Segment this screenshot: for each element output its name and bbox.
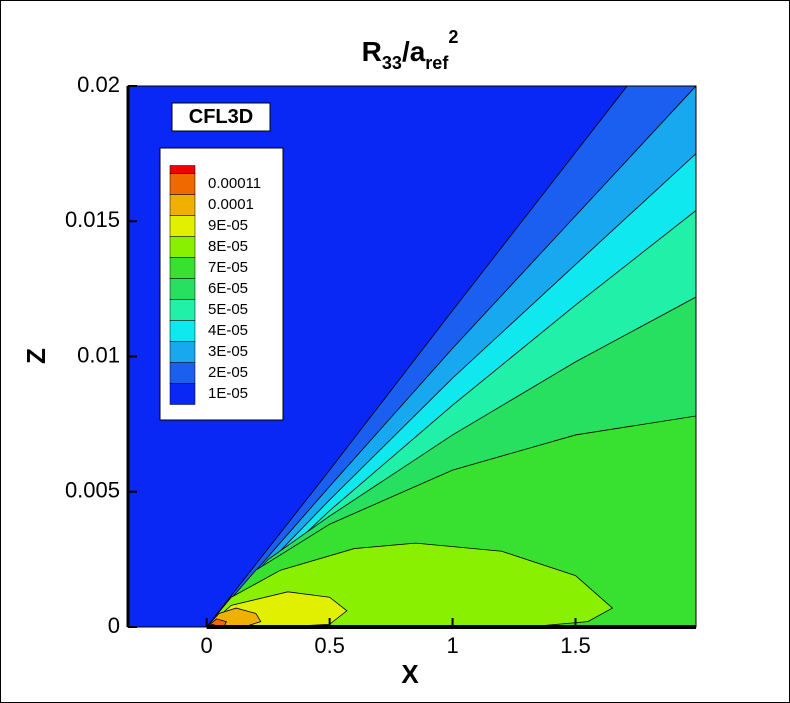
x-tick-label: 1.5 xyxy=(560,633,591,658)
legend-label: 0.00011 xyxy=(208,175,261,192)
x-tick-label: 1 xyxy=(446,633,458,658)
legend-swatch xyxy=(169,257,196,279)
legend-label: 3E-05 xyxy=(208,343,248,360)
legend-swatch xyxy=(169,173,196,195)
title-part: 33 xyxy=(382,53,402,73)
contour-line xyxy=(206,607,262,627)
legend-swatch xyxy=(169,194,196,216)
legend-label: 4E-05 xyxy=(208,322,248,339)
legend-label: 0.0001 xyxy=(208,196,254,213)
legend-label: 2E-05 xyxy=(208,364,248,381)
y-tick-label: 0.015 xyxy=(65,207,120,232)
legend-swatch xyxy=(169,165,196,174)
legend-swatch xyxy=(169,341,196,363)
y-axis-label: Z xyxy=(21,348,51,364)
legend-label: 6E-05 xyxy=(208,280,248,297)
legend-swatch xyxy=(169,320,196,342)
legend-swatch xyxy=(169,215,196,237)
legend-swatch xyxy=(169,278,196,300)
legend-label: 5E-05 xyxy=(208,301,248,318)
legend-label: 1E-05 xyxy=(208,385,248,402)
legend-label: 9E-05 xyxy=(208,217,248,234)
title-part: /a xyxy=(402,36,426,67)
y-tick-label: 0.01 xyxy=(77,342,120,367)
legend-swatch xyxy=(169,299,196,321)
x-axis-label: X xyxy=(401,659,419,689)
annotation: CFL3D xyxy=(189,106,253,128)
title-part: 2 xyxy=(448,27,458,47)
legend-label: 8E-05 xyxy=(208,238,248,255)
legend-swatch xyxy=(169,236,196,258)
contour-line xyxy=(206,542,614,627)
annotation-box xyxy=(171,102,271,132)
axes: 0 0.005 0.01 0.015 0.02 0 0.5 1 1.5 xyxy=(65,72,697,658)
contour-line xyxy=(206,618,227,627)
x-tick-label: 0.5 xyxy=(314,633,345,658)
legend-label: 7E-05 xyxy=(208,259,248,276)
contour-line xyxy=(206,86,696,627)
contour-line xyxy=(206,415,696,627)
legend: 1E-05 2E-05 3E-05 4E-05 5E-05 6E-05 7E-05 8E-05… xyxy=(159,147,284,421)
title-part: ref xyxy=(425,53,449,73)
y-tick-label: 0 xyxy=(108,613,120,638)
contour-line xyxy=(206,153,696,627)
x-tick-label: 0 xyxy=(201,633,213,658)
legend-swatch xyxy=(169,383,196,405)
chart-title: R33/aref 2 xyxy=(362,27,459,73)
y-tick-label: 0.005 xyxy=(65,478,120,503)
legend-swatch xyxy=(169,362,196,384)
title-part: R xyxy=(362,36,382,67)
y-tick-label: 0.02 xyxy=(77,72,120,97)
contour-line xyxy=(206,86,628,627)
